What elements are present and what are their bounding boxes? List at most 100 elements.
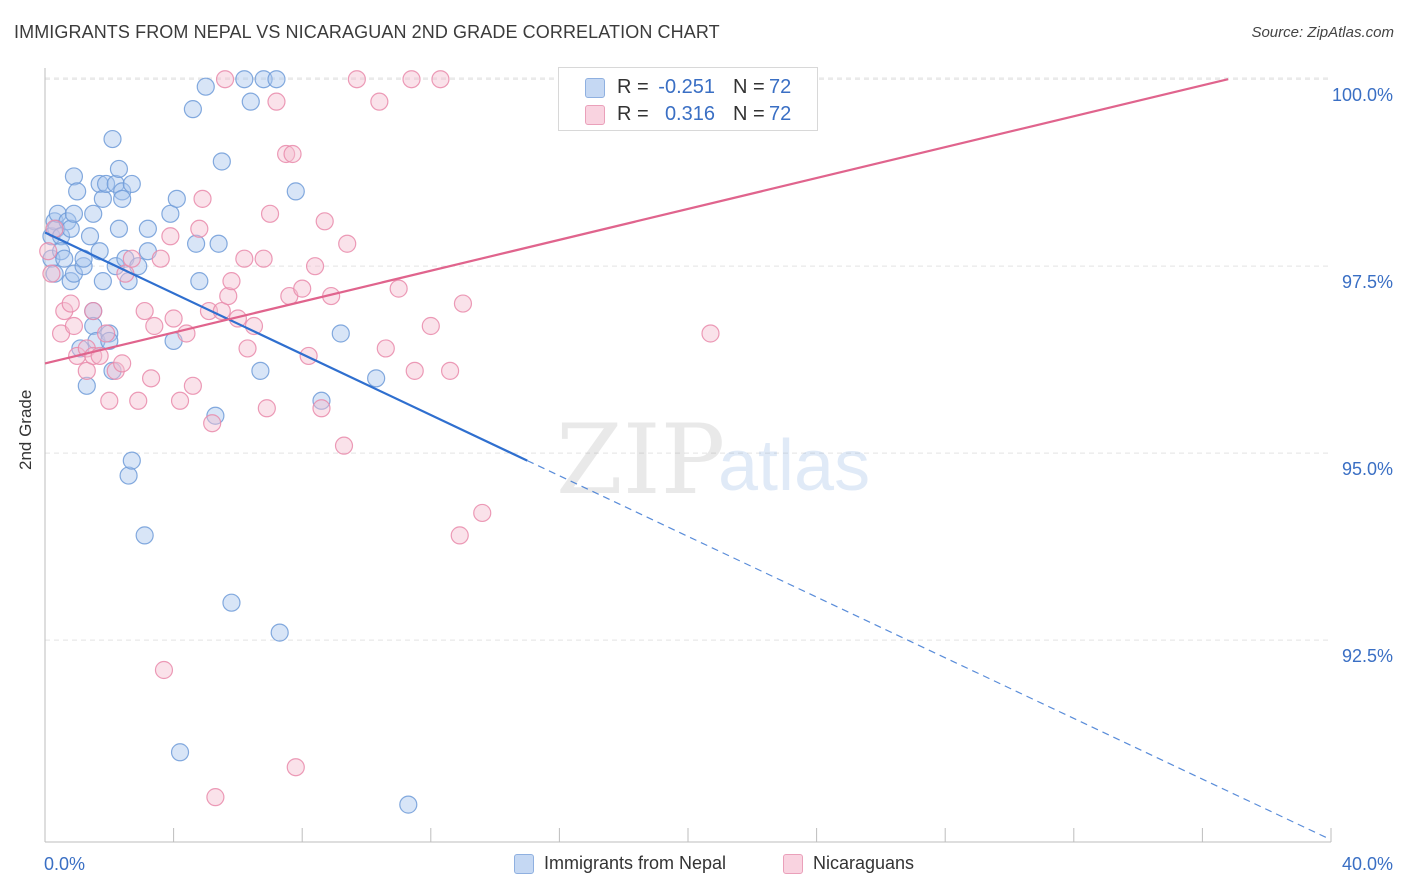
nicaraguan-point: [277, 144, 296, 164]
nicaraguan-point: [701, 324, 720, 343]
nepal-point: [74, 257, 93, 276]
legend-row-nicaraguans: R = 0.316 N = 72: [559, 101, 817, 127]
legend-row-nepal: R = -0.251 N = 72: [559, 74, 817, 100]
nicaraguan-point: [293, 279, 312, 298]
nicaraguan-point: [129, 391, 148, 410]
nepal-point: [170, 743, 190, 762]
nicaraguan-point: [450, 526, 469, 545]
watermark-zip: ZIP: [556, 404, 725, 516]
nicaraguan-trend-line: [44, 78, 1229, 365]
nicaraguan-point: [161, 227, 180, 246]
nepal-point: [113, 182, 132, 201]
nicaraguan-point: [141, 369, 161, 388]
source-credit: Source: ZipAtlas.com: [1251, 24, 1394, 41]
bottom-legend-swatch-nicaraguans: [783, 854, 803, 874]
nicaraguan-point: [215, 70, 235, 89]
nicaraguan-point: [39, 242, 58, 261]
nicaraguan-point: [405, 361, 424, 380]
nepal-point: [135, 526, 154, 545]
nepal-point: [93, 272, 112, 291]
nicaraguan-point: [77, 361, 96, 380]
watermark: ZIP atlas: [556, 404, 870, 516]
nicaraguan-point: [190, 219, 209, 238]
nicaraguan-point: [334, 436, 354, 455]
legend-swatch-nicaraguans: [585, 105, 605, 125]
nicaraguan-point: [315, 212, 334, 231]
nicaraguan-point: [151, 249, 170, 268]
nepal-point: [122, 451, 141, 470]
nicaraguan-point: [421, 316, 440, 336]
nepal-point: [122, 174, 141, 194]
nepal-point: [90, 174, 109, 194]
nicaraguan-point: [122, 249, 141, 268]
nicaraguan-point: [183, 376, 202, 395]
nicaraguan-point: [453, 294, 473, 313]
nepal-trend-line-extension: [526, 460, 1329, 839]
nepal-point: [48, 204, 67, 223]
nicaraguan-point: [145, 316, 164, 336]
nepal-point: [241, 92, 260, 111]
nepal-point: [113, 189, 132, 208]
nicaraguan-point: [235, 249, 254, 268]
nicaraguan-point: [389, 279, 408, 298]
nicaraguan-point: [267, 92, 286, 111]
y-tick-label: 95.0%: [1342, 459, 1393, 479]
nicaraguan-point: [193, 189, 212, 208]
y-tick-label: 92.5%: [1342, 646, 1393, 666]
nepal-point: [312, 391, 331, 410]
bottom-legend-nicaraguans: Nicaraguans: [783, 852, 943, 876]
bottom-legend-label-nicaraguans: Nicaraguans: [813, 853, 915, 873]
legend-r-label: R =: [617, 103, 649, 125]
bottom-legend-label-nepal: Immigrants from Nepal: [544, 853, 727, 873]
nicaraguan-point: [440, 361, 460, 380]
nicaraguan-point: [238, 339, 257, 358]
nicaraguan-point: [305, 257, 325, 276]
nicaraguan-point: [106, 361, 125, 380]
gridlines: [45, 77, 1331, 641]
nicaraguan-point: [61, 294, 80, 313]
nepal-point: [109, 219, 129, 238]
legend-swatch-nepal: [585, 78, 605, 98]
nepal-point: [286, 182, 305, 201]
nepal-point: [109, 159, 129, 179]
nicaraguan-point: [170, 391, 190, 410]
nicaraguan-point: [206, 788, 225, 807]
nicaraguan-point: [55, 301, 74, 321]
nepal-point: [267, 70, 286, 89]
nicaraguan-point: [113, 354, 132, 373]
nepal-point: [270, 623, 289, 642]
legend-r-label: R =: [617, 76, 649, 98]
nicaraguan-point: [338, 234, 357, 253]
nepal-point: [254, 70, 273, 89]
y-tick-label: 100.0%: [1332, 85, 1393, 105]
nepal-point: [138, 219, 157, 238]
nepal-point: [80, 227, 100, 246]
nepal-point: [103, 129, 122, 149]
nepal-point: [222, 593, 241, 612]
nepal-point: [367, 369, 386, 388]
nicaraguan-point: [164, 309, 183, 328]
nepal-point: [64, 204, 84, 223]
x-tick-label: 40.0%: [1342, 854, 1393, 874]
x-tick-label: 0.0%: [44, 854, 85, 874]
legend-n-label: N =: [733, 103, 765, 125]
nepal-point: [77, 376, 96, 395]
nicaraguan-point: [96, 324, 116, 343]
bottom-legend-nepal: Immigrants from Nepal: [514, 852, 764, 876]
correlation-legend: R = -0.251 N = 72 R = 0.316 N = 72: [558, 67, 818, 131]
axes: [44, 68, 1332, 843]
nicaraguan-point: [222, 272, 241, 291]
nicaraguan-point: [473, 503, 492, 523]
nepal-trend-line: [44, 231, 528, 462]
nepal-point: [84, 204, 103, 223]
nicaraguan-point: [286, 758, 305, 777]
nicaraguan-point: [84, 301, 103, 321]
legend-r-value: -0.251: [658, 76, 715, 98]
nepal-point: [61, 219, 80, 238]
nepal-point: [64, 264, 84, 283]
nicaraguan-point: [254, 249, 273, 268]
legend-n-label: N =: [733, 76, 765, 98]
nepal-point: [55, 249, 74, 268]
nicaraguan-point: [260, 204, 280, 223]
nepal-point: [331, 324, 350, 343]
